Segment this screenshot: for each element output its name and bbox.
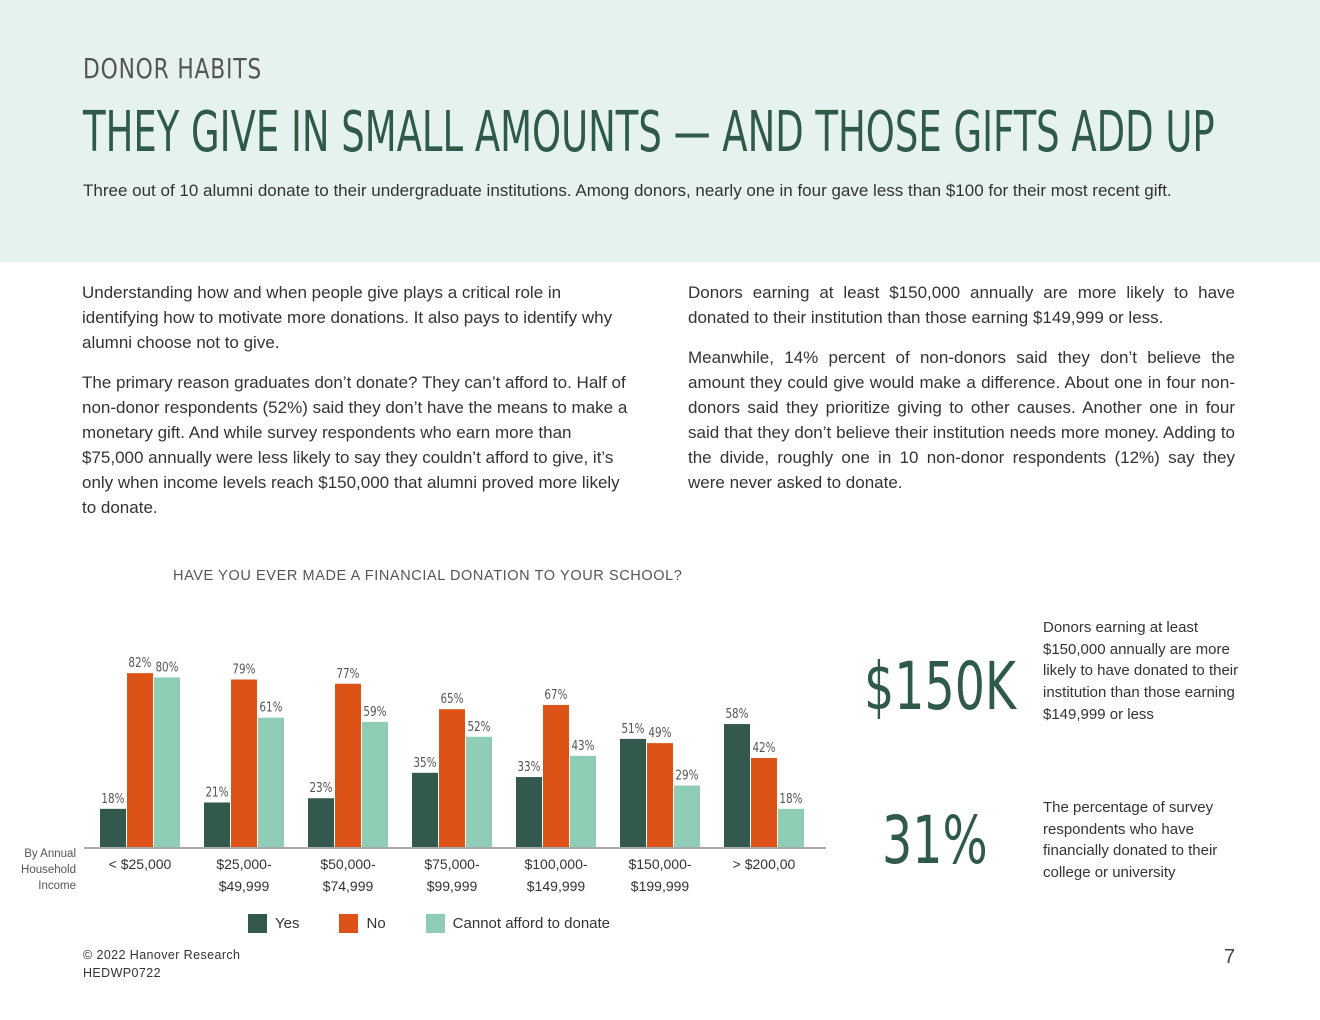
bar xyxy=(724,724,750,847)
data-label: 61% xyxy=(259,700,282,715)
bar xyxy=(570,755,596,847)
x-tick-label: $99,999 xyxy=(427,878,478,894)
data-label: 21% xyxy=(205,784,228,799)
x-tick-label: $49,999 xyxy=(219,878,270,894)
bar xyxy=(674,785,700,847)
chart-legend: Yes No Cannot afford to donate xyxy=(248,914,650,933)
footer: © 2022 Hanover Research HEDWP0722 xyxy=(83,946,240,982)
data-label: 82% xyxy=(128,655,151,670)
section-kicker: DONOR HABITS xyxy=(83,52,263,85)
data-label: 18% xyxy=(779,791,802,806)
legend-label: No xyxy=(366,915,386,932)
bar xyxy=(647,743,673,847)
bar xyxy=(154,677,180,847)
bar-chart: 18% 82% 80% < $25,000 21% 79% 61% $25,000- $49,9… xyxy=(84,655,826,894)
bar xyxy=(258,717,284,847)
body-column-left: Understanding how and when people give p… xyxy=(82,280,629,535)
data-label: 52% xyxy=(467,719,490,734)
x-axis-label: By Annual Household Income xyxy=(21,848,76,892)
body-paragraph: Understanding how and when people give p… xyxy=(82,283,613,352)
legend-swatch xyxy=(339,914,359,933)
data-label: 67% xyxy=(544,687,567,702)
data-label: 51% xyxy=(621,721,644,736)
chart-title: HAVE YOU EVER MADE A FINANCIAL DONATION … xyxy=(173,568,683,584)
document-code: HEDWP0722 xyxy=(83,966,161,980)
bar xyxy=(543,704,569,847)
stat-value: 31% xyxy=(882,802,988,879)
page-headline: THEY GIVE IN SMALL AMOUNTS — AND THOSE G… xyxy=(83,100,1215,165)
bar xyxy=(516,777,542,847)
bar xyxy=(466,736,492,847)
lede-paragraph: Three out of 10 alumni donate to their u… xyxy=(83,181,1172,200)
legend-item: No xyxy=(339,914,386,933)
x-tick-label: > $200,00 xyxy=(733,856,796,872)
x-tick-label: < $25,000 xyxy=(109,856,172,872)
legend-swatch xyxy=(425,914,445,933)
bar xyxy=(231,679,257,847)
bar xyxy=(778,808,804,847)
data-label: 49% xyxy=(648,725,671,740)
x-tick-label: $75,000- xyxy=(424,856,480,872)
data-label: 18% xyxy=(101,791,124,806)
body-paragraph: Meanwhile, 14% percent of non-donors sai… xyxy=(688,348,1235,492)
bar xyxy=(335,683,361,847)
page-number: 7 xyxy=(1224,946,1236,968)
data-label: 23% xyxy=(309,780,332,795)
header-banner xyxy=(0,0,1320,262)
data-label: 58% xyxy=(725,706,748,721)
bar xyxy=(127,673,153,847)
data-label: 79% xyxy=(232,661,255,676)
body-paragraph: Donors earning at least $150,000 annuall… xyxy=(688,283,1235,327)
data-label: 29% xyxy=(675,767,698,782)
x-tick-label: $50,000- xyxy=(320,856,376,872)
data-label: 35% xyxy=(413,755,436,770)
legend-label: Yes xyxy=(275,915,300,932)
bar xyxy=(412,772,438,847)
stat-description: The percentage of survey respondents who… xyxy=(1043,799,1218,882)
bar xyxy=(362,721,388,847)
body-paragraph: The primary reason graduates don’t donat… xyxy=(82,373,628,517)
legend-swatch xyxy=(248,914,267,933)
stat-value: $150K xyxy=(864,648,1017,725)
x-tick-label: $100,000- xyxy=(524,856,587,872)
x-tick-label: $199,999 xyxy=(631,878,690,894)
copyright: © 2022 Hanover Research xyxy=(83,948,241,962)
legend-item: Yes xyxy=(248,914,299,933)
data-label: 77% xyxy=(336,666,359,681)
bar xyxy=(751,757,777,847)
bar xyxy=(620,738,646,847)
bar xyxy=(308,798,334,847)
stat-description: Donors earning at least $150,000 annuall… xyxy=(1043,619,1239,723)
bar xyxy=(100,808,126,847)
legend-item: Cannot afford to donate xyxy=(425,914,611,933)
body-column-right: Donors earning at least $150,000 annuall… xyxy=(688,280,1235,510)
data-label: 65% xyxy=(440,691,463,706)
data-label: 43% xyxy=(571,738,594,753)
data-label: 80% xyxy=(155,659,178,674)
x-tick-label: $25,000- xyxy=(216,856,272,872)
legend-label: Cannot afford to donate xyxy=(452,915,611,932)
data-label: 33% xyxy=(517,759,540,774)
x-tick-label: $149,999 xyxy=(527,878,586,894)
x-tick-label: $150,000- xyxy=(628,856,691,872)
data-label: 59% xyxy=(363,704,386,719)
data-label: 42% xyxy=(752,740,775,755)
x-tick-label: $74,999 xyxy=(323,878,374,894)
bar xyxy=(439,709,465,847)
bar xyxy=(204,802,230,847)
